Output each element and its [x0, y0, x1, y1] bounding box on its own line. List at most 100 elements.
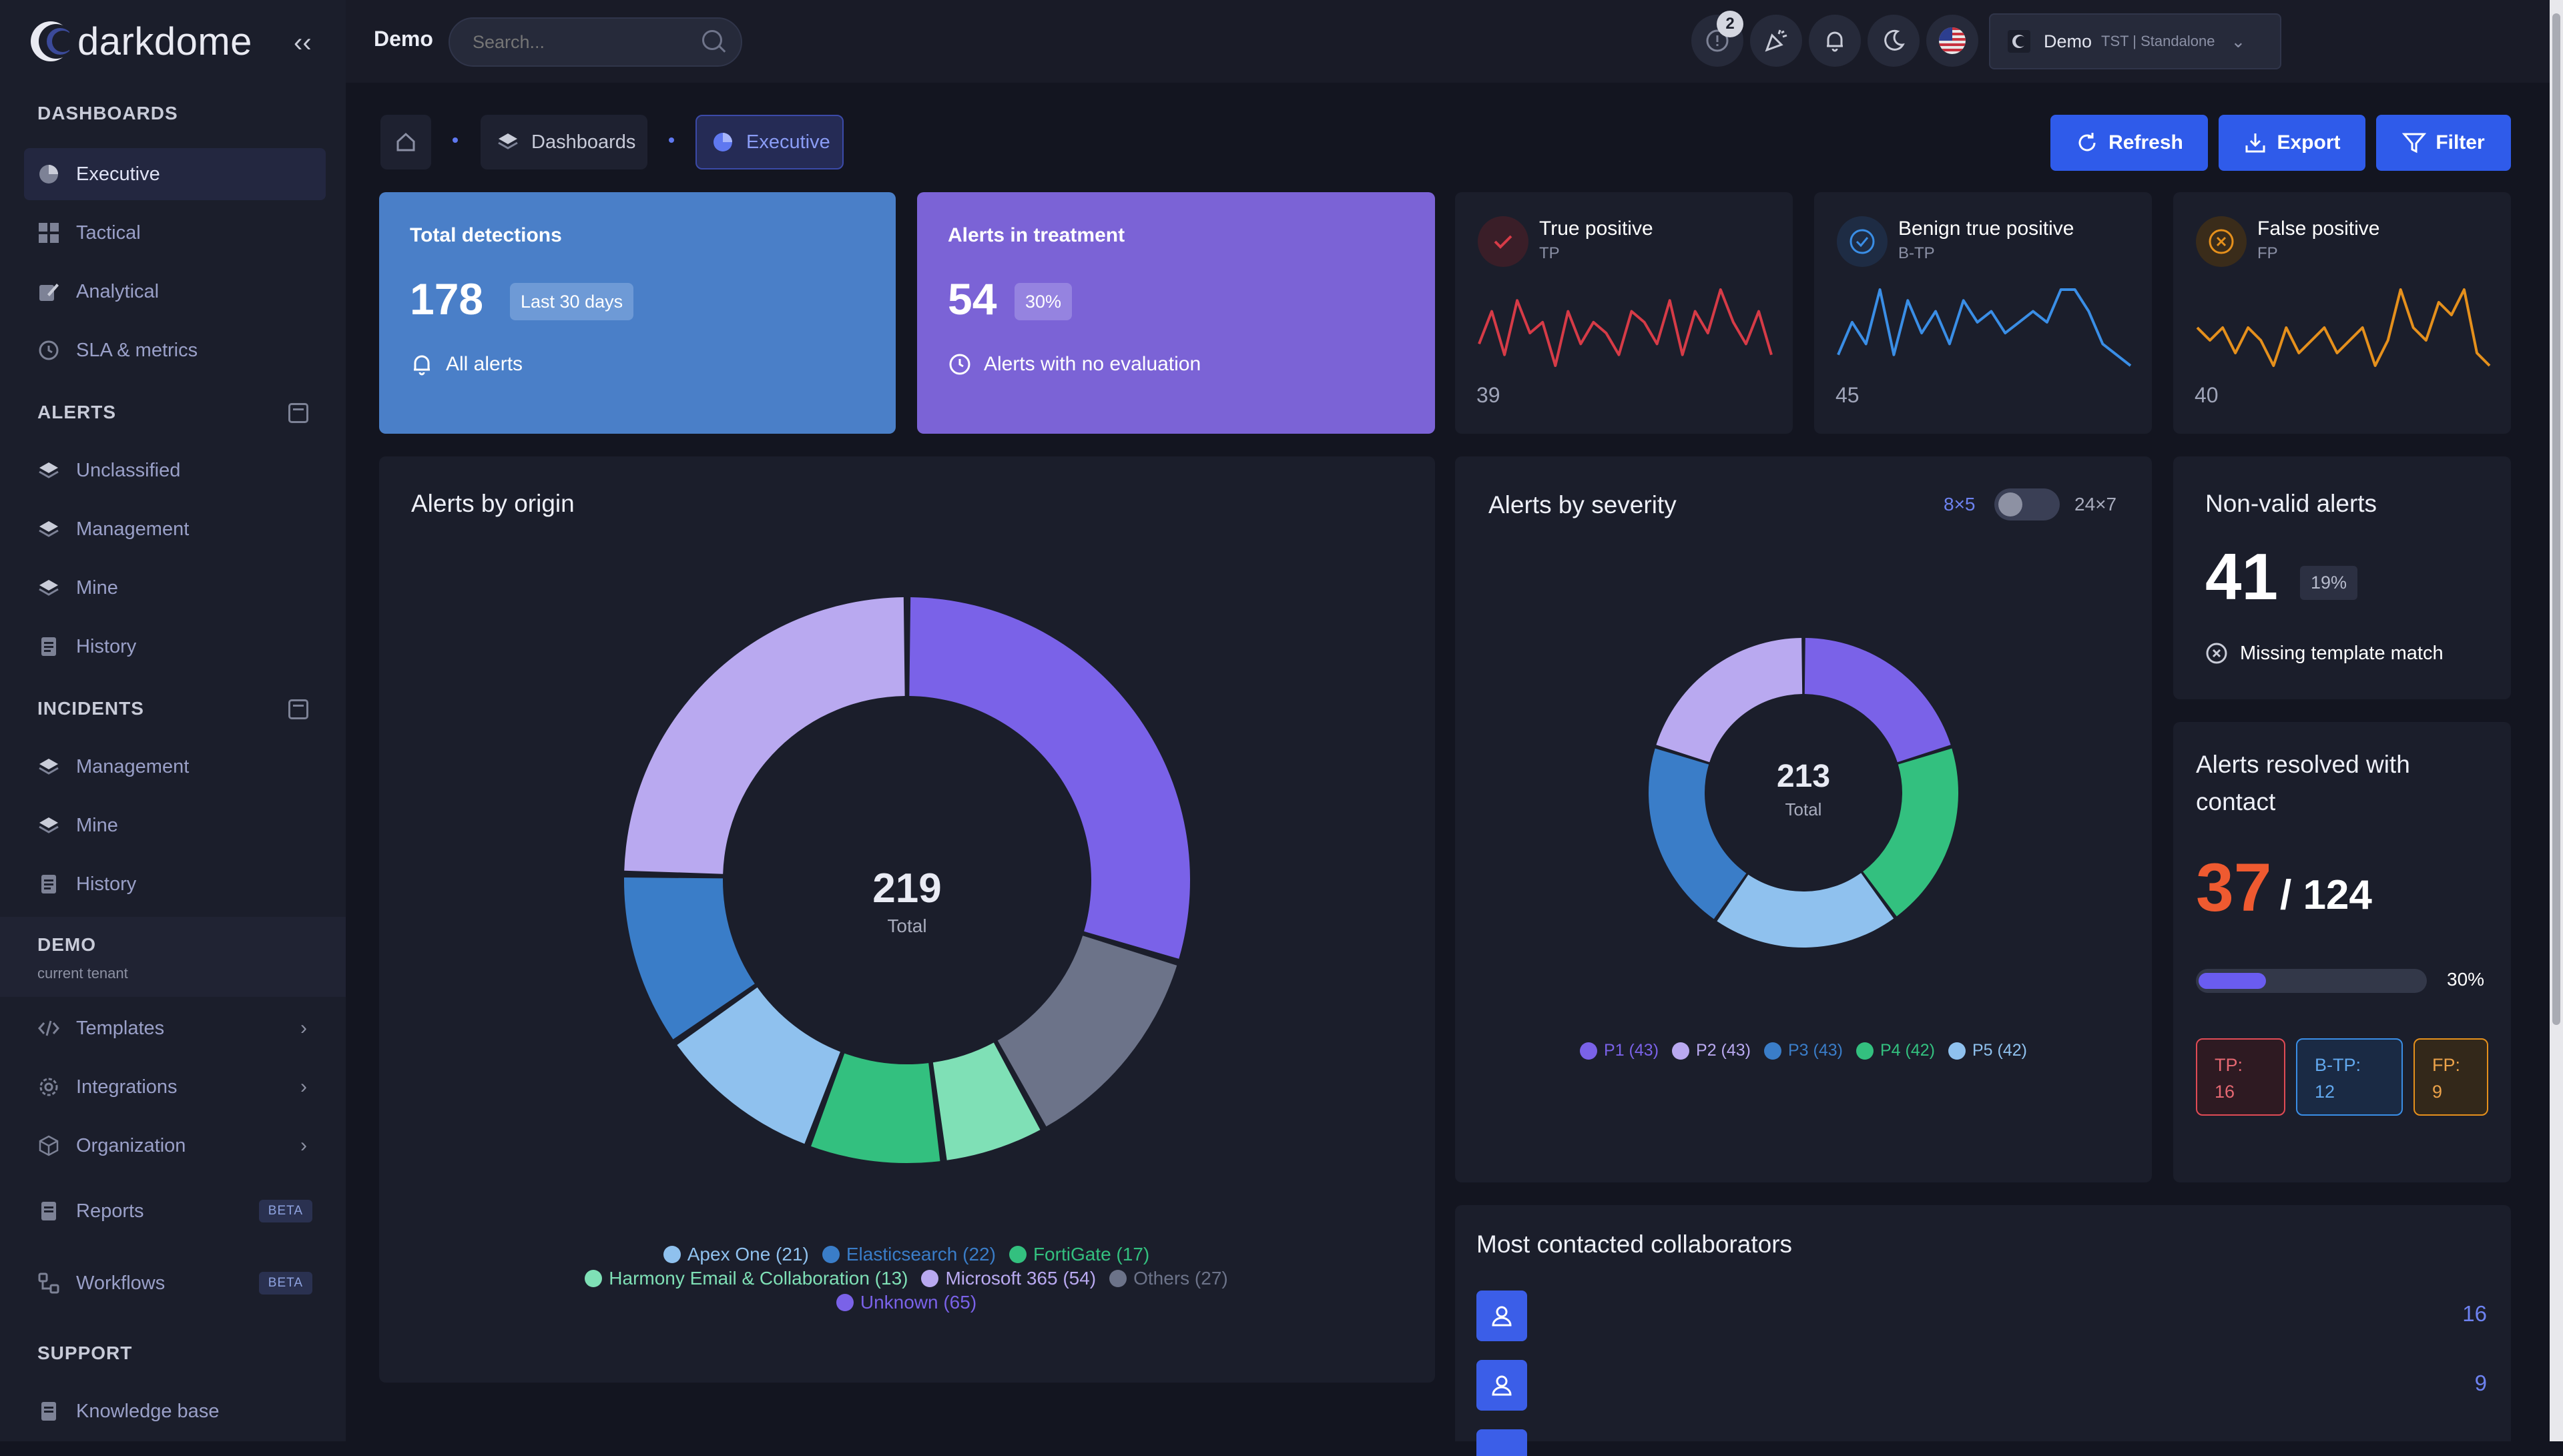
notifications-button[interactable] [1809, 15, 1861, 67]
filter-button[interactable]: Filter [2376, 115, 2511, 171]
donut-total: 219 [872, 865, 942, 912]
donut-slice-others[interactable] [997, 936, 1177, 1127]
sidebar-item-tactical[interactable]: Tactical [24, 207, 326, 259]
benign-true-positive-card[interactable]: Benign true positive B-TP 45 [1814, 192, 2152, 434]
language-button[interactable] [1926, 15, 1978, 67]
sidebar-item-workflows[interactable]: Workflows BETA [24, 1257, 326, 1309]
legend-item[interactable]: Microsoft 365 (54) [921, 1268, 1096, 1289]
sidebar-item-unclassified[interactable]: Unclassified [24, 444, 326, 496]
legend-item[interactable]: Apex One (21) [663, 1244, 809, 1265]
page-scrollbar[interactable] [2550, 0, 2563, 1441]
collaborator-avatar[interactable] [1476, 1360, 1527, 1411]
breadcrumb-executive[interactable]: Executive [695, 115, 844, 169]
bell-icon [1827, 31, 1843, 52]
sidebar-item-label: History [76, 635, 137, 657]
true-positive-card[interactable]: True positive TP 39 [1455, 192, 1793, 434]
breadcrumb-home[interactable] [380, 115, 431, 169]
search-input[interactable] [449, 17, 742, 67]
breadcrumb-label: Dashboards [531, 131, 636, 153]
sidebar-item-knowledge-base[interactable]: Knowledge base [24, 1385, 326, 1437]
book-icon [37, 1400, 60, 1423]
total-detections-card[interactable]: Total detections 178 Last 30 days All al… [379, 192, 896, 434]
alerts-in-treatment-card[interactable]: Alerts in treatment 54 30% Alerts with n… [917, 192, 1435, 434]
donut-slice-p1[interactable] [1804, 638, 1951, 763]
alerts-by-severity-donut [1649, 638, 1958, 948]
sidebar-item-organization[interactable]: Organization › [24, 1120, 326, 1172]
add-alert-icon[interactable] [288, 403, 308, 423]
false-positive-icon [2196, 216, 2247, 267]
sidebar-item-templates[interactable]: Templates › [24, 1002, 326, 1054]
layers-icon [498, 133, 518, 149]
sidebar-item-reports[interactable]: Reports BETA [24, 1185, 326, 1237]
legend-item[interactable]: P5 (42) [1948, 1041, 2027, 1060]
benign-true-positive-icon [1837, 216, 1888, 267]
legend-item[interactable]: Harmony Email & Collaboration (13) [585, 1268, 908, 1289]
donut-slice-apex-one[interactable] [677, 987, 840, 1144]
breadcrumb-dashboards[interactable]: Dashboards [481, 115, 647, 169]
toggle-24x7-label[interactable]: 24×7 [2074, 494, 2117, 514]
donut-slice-p2[interactable] [1656, 638, 1803, 763]
donut-total: 213 [1776, 759, 1831, 794]
donut-slice-microsoft-365[interactable] [624, 597, 905, 874]
btp-label: B-TP: [2315, 1055, 2361, 1075]
refresh-button[interactable]: Refresh [2050, 115, 2208, 171]
card-title: True positive [1539, 218, 1653, 240]
section-demo-subtitle: current tenant [37, 965, 128, 982]
refresh-icon [2078, 133, 2096, 151]
false-positive-sparkline [2196, 288, 2491, 367]
sidebar-item-executive[interactable]: Executive [24, 148, 326, 200]
legend-item[interactable]: FortiGate (17) [1009, 1244, 1149, 1265]
collaborator-avatar[interactable] [1476, 1429, 1527, 1456]
legend-item[interactable]: Elasticsearch (22) [822, 1244, 996, 1265]
collapse-sidebar-icon[interactable]: ‹‹ [294, 28, 312, 57]
announcements-button[interactable] [1750, 15, 1802, 67]
breadcrumb-separator [453, 137, 458, 143]
beta-badge: BETA [258, 1272, 312, 1295]
sidebar-item-incident-history[interactable]: History [24, 858, 326, 910]
legend-item[interactable]: P4 (42) [1856, 1041, 1935, 1060]
sidebar-item-integrations[interactable]: Integrations › [24, 1061, 326, 1113]
coverage-toggle[interactable] [1994, 488, 2060, 520]
legend-item[interactable]: P3 (43) [1764, 1041, 1843, 1060]
donut-slice-harmony-email-collaboration[interactable] [932, 1042, 1041, 1160]
donut-slice-unknown[interactable] [909, 597, 1190, 959]
search-icon[interactable] [702, 30, 722, 50]
sidebar-item-alert-history[interactable]: History [24, 621, 326, 673]
collaborator-avatar[interactable] [1476, 1291, 1527, 1341]
donut-slice-p5[interactable] [1717, 873, 1894, 948]
toggle-8x5-label[interactable]: 8×5 [1944, 494, 1976, 514]
sidebar-item-incident-management[interactable]: Management [24, 741, 326, 793]
card-footer: Missing template match [2205, 642, 2444, 665]
card-footer[interactable]: Alerts with no evaluation [948, 352, 1201, 376]
scrollbar-thumb[interactable] [2552, 13, 2560, 1025]
false-positive-card[interactable]: False positive FP 40 [2173, 192, 2511, 434]
btp-count-box: B-TP: 12 [2296, 1038, 2403, 1116]
add-incident-icon[interactable] [288, 699, 308, 719]
non-valid-alerts-card[interactable]: Non-valid alerts 41 19% Missing template… [2173, 456, 2511, 699]
donut-slice-p4[interactable] [1863, 748, 1958, 917]
export-button[interactable]: Export [2219, 115, 2365, 171]
legend-item[interactable]: Unknown (65) [836, 1292, 976, 1313]
sidebar-item-analytical[interactable]: Analytical [24, 266, 326, 318]
true-positive-count: 39 [1476, 383, 1500, 407]
donut-slice-p3[interactable] [1649, 748, 1747, 920]
theme-toggle-button[interactable] [1868, 15, 1920, 67]
legend-item[interactable]: P1 (43) [1580, 1041, 1659, 1060]
legend-item[interactable]: Others (27) [1109, 1268, 1228, 1289]
legend-label: Harmony Email & Collaboration (13) [609, 1268, 908, 1289]
legend-item[interactable]: P2 (43) [1672, 1041, 1751, 1060]
total-detections-value: 178 [410, 274, 484, 324]
sidebar-item-sla[interactable]: SLA & metrics [24, 324, 326, 376]
sidebar-item-incident-mine[interactable]: Mine [24, 799, 326, 851]
download-icon [2245, 133, 2265, 153]
sidebar-item-alert-management[interactable]: Management [24, 503, 326, 555]
donut-slice-elasticsearch[interactable] [624, 877, 755, 1040]
code-icon [37, 1017, 60, 1040]
legend-label: P3 (43) [1788, 1041, 1843, 1060]
donut-slice-fortigate[interactable] [811, 1053, 940, 1163]
tenant-selector[interactable]: Demo TST | Standalone ⌄ [1989, 13, 2281, 69]
party-icon [1765, 29, 1787, 52]
card-footer[interactable]: All alerts [410, 352, 523, 376]
sidebar-item-alert-mine[interactable]: Mine [24, 562, 326, 614]
logo[interactable]: darkdome [27, 15, 252, 68]
